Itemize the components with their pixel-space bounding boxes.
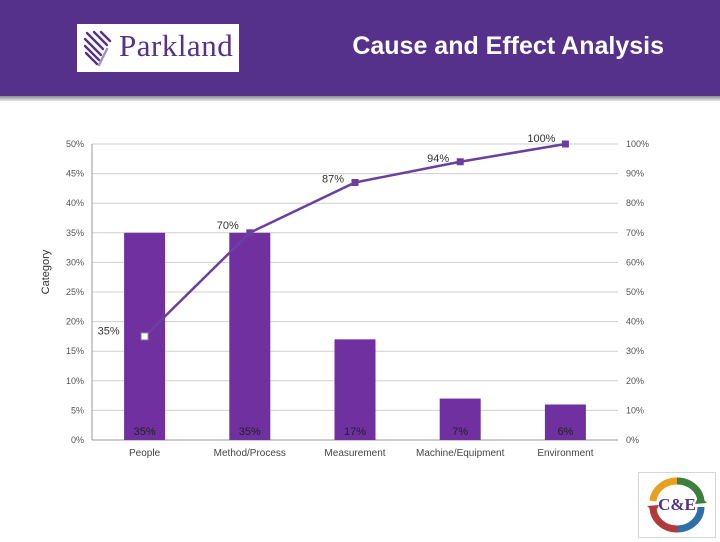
- y2-tick-label: 10%: [626, 405, 644, 415]
- x-tick-label: People: [129, 448, 161, 459]
- line-data-label: 35%: [98, 325, 120, 337]
- y-axis-title: Category: [40, 249, 52, 294]
- cycle-arrows-icon: C&E: [647, 477, 707, 533]
- bar-data-label: 6%: [557, 426, 573, 438]
- line-data-label: 87%: [322, 173, 344, 185]
- y-tick-label: 20%: [66, 317, 84, 327]
- y-tick-label: 45%: [66, 169, 84, 179]
- x-tick-label: Machine/Equipment: [416, 448, 505, 459]
- line-point: [351, 178, 359, 186]
- parkland-logo: Parkland: [77, 24, 239, 72]
- y-tick-label: 50%: [66, 139, 84, 149]
- line-point: [246, 229, 254, 237]
- bar-data-label: 7%: [452, 426, 468, 438]
- bar-data-label: 17%: [344, 426, 366, 438]
- x-tick-label: Environment: [537, 448, 593, 459]
- y2-tick-label: 20%: [626, 376, 644, 386]
- y-tick-label: 5%: [71, 405, 84, 415]
- x-tick-label: Method/Process: [214, 448, 286, 459]
- y2-tick-label: 50%: [626, 287, 644, 297]
- y-tick-label: 25%: [66, 287, 84, 297]
- parkland-leaf-icon: [83, 30, 112, 67]
- line-point: [456, 158, 464, 166]
- header-divider: [0, 96, 720, 101]
- bar-environment: [544, 404, 586, 440]
- y-tick-label: 15%: [66, 346, 84, 356]
- line-data-label: 94%: [427, 153, 449, 165]
- x-tick-label: Measurement: [324, 448, 385, 459]
- bar-data-label: 35%: [134, 426, 156, 438]
- line-data-label: 100%: [527, 133, 555, 145]
- y2-tick-label: 90%: [626, 169, 644, 179]
- bar-measurement: [334, 339, 376, 440]
- cse-logo: C&E: [638, 472, 716, 538]
- line-point: [561, 140, 569, 148]
- pareto-chart: 0% 5% 10% 15% 20% 25% 30% 35% 40% 45% 50% 0% 10% 20% 3…: [40, 133, 649, 459]
- bar-data-label: 35%: [239, 426, 261, 438]
- y2-tick-label: 0%: [626, 435, 639, 445]
- y-tick-label: 0%: [71, 435, 84, 445]
- header-bar: Parkland Cause and Effect Analysis: [0, 0, 720, 96]
- brand-name: Parkland: [119, 28, 234, 63]
- y2-tick-label: 70%: [626, 228, 644, 238]
- line-point: [140, 332, 149, 341]
- y-tick-label: 35%: [66, 228, 84, 238]
- y-tick-label: 40%: [66, 198, 84, 208]
- page-title: Cause and Effect Analysis: [352, 32, 664, 60]
- cse-logo-text: C&E: [658, 495, 696, 514]
- y2-tick-label: 30%: [626, 346, 644, 356]
- y2-tick-label: 100%: [626, 139, 649, 149]
- y2-tick-label: 40%: [626, 317, 644, 327]
- line-data-label: 70%: [217, 220, 239, 232]
- y2-tick-label: 60%: [626, 257, 644, 267]
- bar-machine-equipment: [439, 398, 481, 440]
- cumulative-line: [143, 142, 566, 338]
- y-tick-label: 10%: [66, 376, 84, 386]
- y2-tick-label: 80%: [626, 198, 644, 208]
- bar-method-process: [229, 232, 271, 440]
- y-tick-label: 30%: [66, 257, 84, 267]
